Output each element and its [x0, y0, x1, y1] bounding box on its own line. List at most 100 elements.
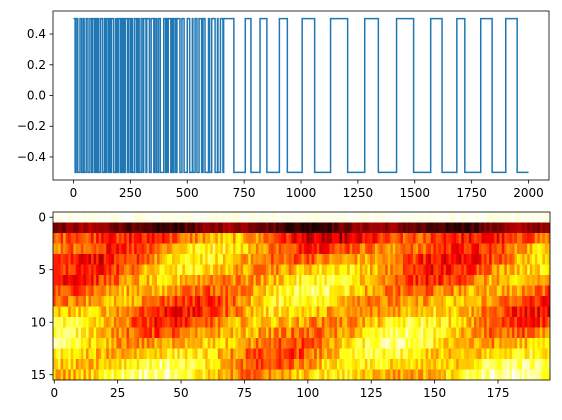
- heatmap-cell: [316, 222, 320, 234]
- heatmap-cell: [321, 243, 325, 255]
- heatmap-cell: [377, 254, 381, 265]
- heatmap-cell: [321, 212, 325, 223]
- heatmap-cell: [534, 359, 538, 370]
- heatmap-cell: [476, 243, 480, 255]
- heatmap-cell: [172, 296, 176, 307]
- heatmap-cell: [187, 275, 191, 286]
- heatmap-cell: [146, 369, 150, 380]
- heatmap-cell: [288, 222, 292, 234]
- heatmap-cell: [359, 254, 363, 265]
- heatmap-cell: [527, 327, 531, 339]
- heatmap-cell: [534, 348, 538, 360]
- heatmap-cell: [83, 348, 87, 360]
- heatmap-cell: [408, 212, 411, 223]
- heatmap-cell: [316, 296, 320, 307]
- heatmap-cell: [448, 254, 452, 265]
- heatmap-cell: [385, 233, 389, 244]
- heatmap-cell: [139, 285, 143, 297]
- heatmap-cell: [255, 285, 259, 297]
- heatmap-cell: [476, 285, 480, 297]
- heatmap-cell: [245, 359, 249, 370]
- heatmap-cell: [463, 348, 467, 360]
- heatmap-cell: [83, 338, 87, 349]
- heatmap-cell: [159, 338, 163, 349]
- heatmap-cell: [509, 296, 513, 307]
- heatmap-cell: [134, 296, 138, 307]
- heatmap-cell: [382, 296, 386, 307]
- heatmap-cell: [60, 233, 64, 244]
- heatmap-cell: [227, 243, 231, 255]
- heatmap-cell: [126, 296, 130, 307]
- heatmap-cell: [496, 222, 500, 234]
- heatmap-cell: [288, 233, 292, 244]
- heatmap-cell: [539, 338, 543, 349]
- heatmap-cell: [435, 243, 439, 255]
- heatmap-cell: [547, 243, 550, 255]
- heatmap-cell: [271, 275, 274, 286]
- heatmap-cell: [504, 317, 508, 328]
- heatmap-cell: [463, 275, 467, 286]
- heatmap-cell: [202, 254, 206, 265]
- heatmap-cell: [494, 338, 498, 349]
- heatmap-cell: [509, 338, 513, 349]
- heatmap-cell: [501, 338, 505, 349]
- heatmap-cell: [486, 222, 490, 234]
- heatmap-cell: [491, 264, 495, 276]
- heatmap-cell: [456, 222, 460, 234]
- heatmap-cell: [139, 212, 143, 223]
- heatmap-cell: [375, 296, 378, 307]
- heatmap-cell: [189, 212, 193, 223]
- heatmap-cell: [116, 243, 120, 255]
- heatmap-cell: [347, 264, 351, 276]
- heatmap-cell: [443, 348, 447, 360]
- heatmap-cell: [382, 285, 386, 297]
- heatmap-cell: [339, 254, 343, 265]
- heatmap-cell: [522, 275, 525, 286]
- heatmap-cell: [296, 212, 300, 223]
- heatmap-cell: [96, 338, 99, 349]
- heatmap-cell: [479, 306, 482, 318]
- heatmap-cell: [85, 264, 89, 276]
- heatmap-cell: [405, 296, 409, 307]
- heatmap-cell: [504, 275, 508, 286]
- heatmap-cell: [156, 254, 160, 265]
- heatmap-cell: [278, 285, 282, 297]
- heatmap-cell: [184, 317, 188, 328]
- heatmap-cell: [519, 254, 523, 265]
- heatmap-cell: [263, 327, 267, 339]
- heatmap-cell: [55, 348, 59, 360]
- heatmap-cell: [296, 254, 300, 265]
- heatmap-cell: [253, 243, 257, 255]
- heatmap-cell: [154, 327, 158, 339]
- heatmap-cell: [240, 327, 244, 339]
- heatmap-cell: [106, 338, 110, 349]
- heatmap-cell: [159, 254, 163, 265]
- heatmap-cell: [187, 359, 191, 370]
- heatmap-cell: [68, 306, 72, 318]
- heatmap-cell: [278, 359, 282, 370]
- heatmap-cell: [159, 243, 163, 255]
- heatmap-cell: [458, 296, 462, 307]
- heatmap-cell: [174, 254, 178, 265]
- heatmap-cell: [542, 254, 546, 265]
- heatmap-cell: [278, 348, 282, 360]
- heatmap-cell: [240, 306, 244, 318]
- heatmap-cell: [423, 338, 427, 349]
- heatmap-cell: [141, 348, 145, 360]
- heatmap-cell: [316, 359, 320, 370]
- heatmap-x-tick-label: 50: [173, 386, 188, 400]
- heatmap-cell: [144, 264, 148, 276]
- heatmap-cell: [230, 222, 234, 234]
- heatmap-cell: [496, 369, 500, 380]
- heatmap-cell: [184, 369, 188, 380]
- heatmap-cell: [354, 222, 358, 234]
- heatmap-cell: [410, 275, 414, 286]
- heatmap-cell: [514, 306, 518, 318]
- heatmap-cell: [400, 317, 404, 328]
- heatmap-cell: [245, 348, 249, 360]
- heatmap-cell: [169, 233, 173, 244]
- heatmap-cell: [486, 359, 490, 370]
- heatmap-cell: [380, 348, 383, 360]
- heatmap-cell: [184, 222, 188, 234]
- heatmap-cell: [197, 317, 201, 328]
